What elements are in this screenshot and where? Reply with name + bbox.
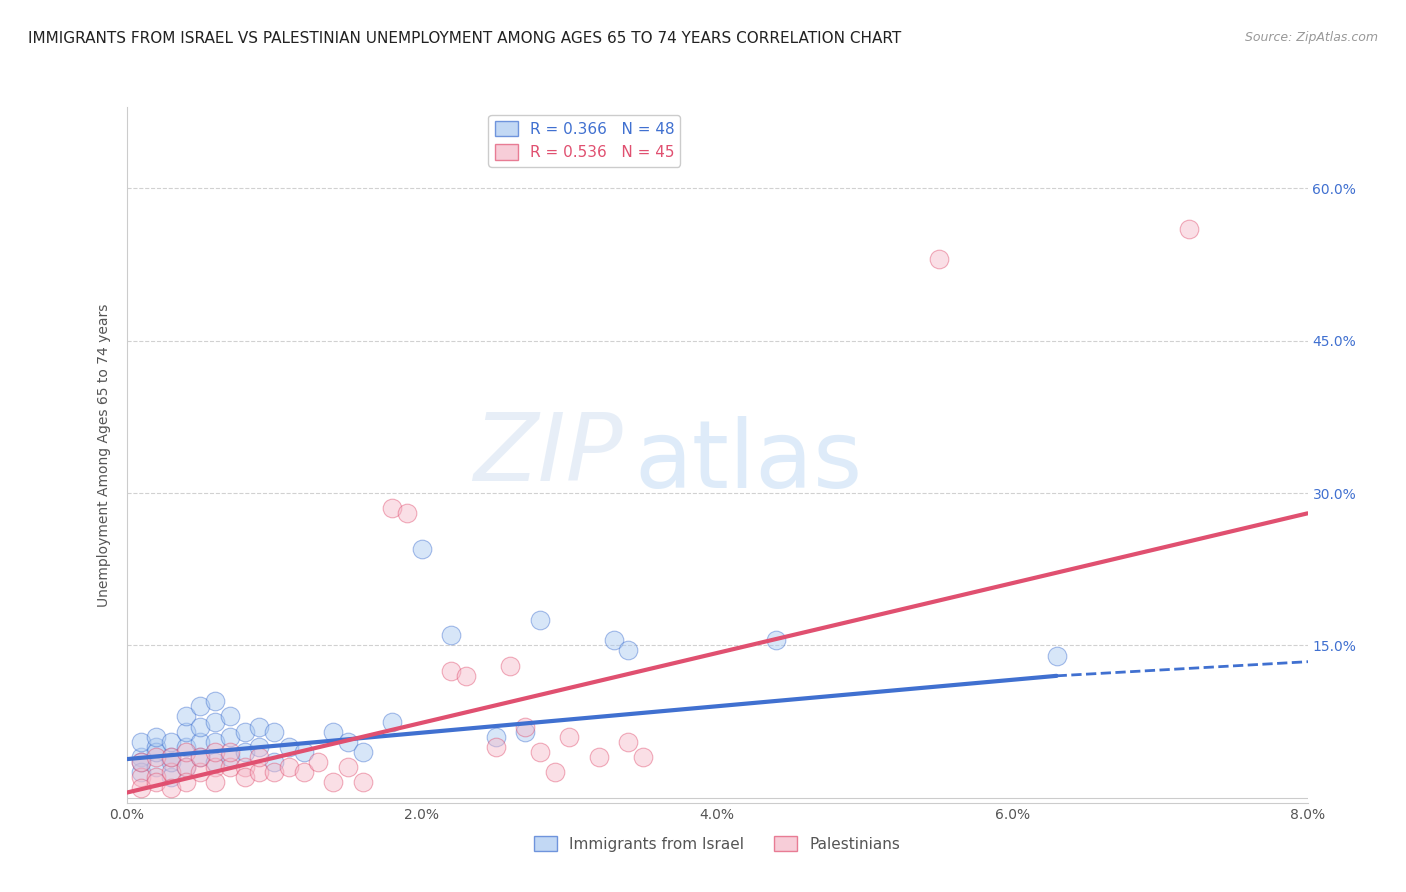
- Point: [617, 735, 640, 749]
- Point: [381, 501, 404, 516]
- Text: Source: ZipAtlas.com: Source: ZipAtlas.com: [1244, 31, 1378, 45]
- Point: [765, 633, 787, 648]
- Point: [337, 735, 360, 749]
- Point: [278, 739, 301, 754]
- Point: [174, 739, 197, 754]
- Point: [529, 745, 551, 759]
- Point: [204, 775, 226, 789]
- Point: [219, 745, 242, 759]
- Point: [145, 745, 167, 759]
- Point: [219, 730, 242, 744]
- Point: [292, 745, 315, 759]
- Point: [928, 252, 950, 267]
- Point: [263, 755, 285, 769]
- Point: [322, 775, 344, 789]
- Point: [292, 765, 315, 780]
- Point: [233, 724, 256, 739]
- Point: [322, 724, 344, 739]
- Point: [411, 541, 433, 556]
- Point: [145, 760, 167, 774]
- Point: [499, 658, 522, 673]
- Point: [617, 643, 640, 657]
- Point: [145, 739, 167, 754]
- Point: [174, 775, 197, 789]
- Point: [440, 628, 463, 642]
- Point: [174, 745, 197, 759]
- Point: [484, 739, 508, 754]
- Point: [160, 771, 183, 785]
- Point: [160, 765, 183, 780]
- Point: [1178, 222, 1201, 236]
- Point: [188, 699, 211, 714]
- Point: [352, 745, 374, 759]
- Point: [204, 760, 226, 774]
- Point: [352, 775, 374, 789]
- Point: [204, 745, 226, 759]
- Y-axis label: Unemployment Among Ages 65 to 74 years: Unemployment Among Ages 65 to 74 years: [97, 303, 111, 607]
- Point: [219, 709, 242, 723]
- Point: [160, 780, 183, 795]
- Point: [219, 750, 242, 764]
- Point: [204, 735, 226, 749]
- Point: [633, 750, 655, 764]
- Point: [160, 735, 183, 749]
- Point: [307, 755, 329, 769]
- Point: [278, 760, 301, 774]
- Point: [233, 745, 256, 759]
- Point: [129, 765, 153, 780]
- Point: [219, 760, 242, 774]
- Text: IMMIGRANTS FROM ISRAEL VS PALESTINIAN UNEMPLOYMENT AMONG AGES 65 TO 74 YEARS COR: IMMIGRANTS FROM ISRAEL VS PALESTINIAN UN…: [28, 31, 901, 46]
- Point: [233, 771, 256, 785]
- Point: [188, 720, 211, 734]
- Point: [160, 750, 183, 764]
- Point: [174, 709, 197, 723]
- Point: [129, 771, 153, 785]
- Point: [160, 755, 183, 769]
- Point: [204, 694, 226, 708]
- Point: [174, 724, 197, 739]
- Point: [174, 760, 197, 774]
- Point: [263, 724, 285, 739]
- Point: [145, 775, 167, 789]
- Legend: Immigrants from Israel, Palestinians: Immigrants from Israel, Palestinians: [527, 830, 907, 858]
- Point: [247, 739, 270, 754]
- Point: [440, 664, 463, 678]
- Point: [129, 755, 153, 769]
- Point: [263, 765, 285, 780]
- Point: [484, 730, 508, 744]
- Text: ZIP: ZIP: [472, 409, 623, 500]
- Point: [233, 760, 256, 774]
- Point: [515, 720, 537, 734]
- Point: [188, 750, 211, 764]
- Point: [588, 750, 610, 764]
- Point: [529, 613, 551, 627]
- Point: [129, 780, 153, 795]
- Point: [129, 735, 153, 749]
- Point: [129, 750, 153, 764]
- Point: [543, 765, 565, 780]
- Text: atlas: atlas: [634, 416, 863, 508]
- Point: [381, 714, 404, 729]
- Point: [204, 755, 226, 769]
- Point: [145, 771, 167, 785]
- Point: [337, 760, 360, 774]
- Point: [515, 724, 537, 739]
- Point: [188, 750, 211, 764]
- Point: [1045, 648, 1069, 663]
- Point: [160, 750, 183, 764]
- Point: [558, 730, 581, 744]
- Point: [247, 720, 270, 734]
- Point: [188, 765, 211, 780]
- Point: [188, 735, 211, 749]
- Point: [204, 714, 226, 729]
- Point: [603, 633, 626, 648]
- Point: [247, 750, 270, 764]
- Point: [396, 506, 419, 520]
- Point: [247, 765, 270, 780]
- Point: [174, 760, 197, 774]
- Point: [145, 750, 167, 764]
- Point: [129, 755, 153, 769]
- Point: [454, 669, 477, 683]
- Point: [145, 730, 167, 744]
